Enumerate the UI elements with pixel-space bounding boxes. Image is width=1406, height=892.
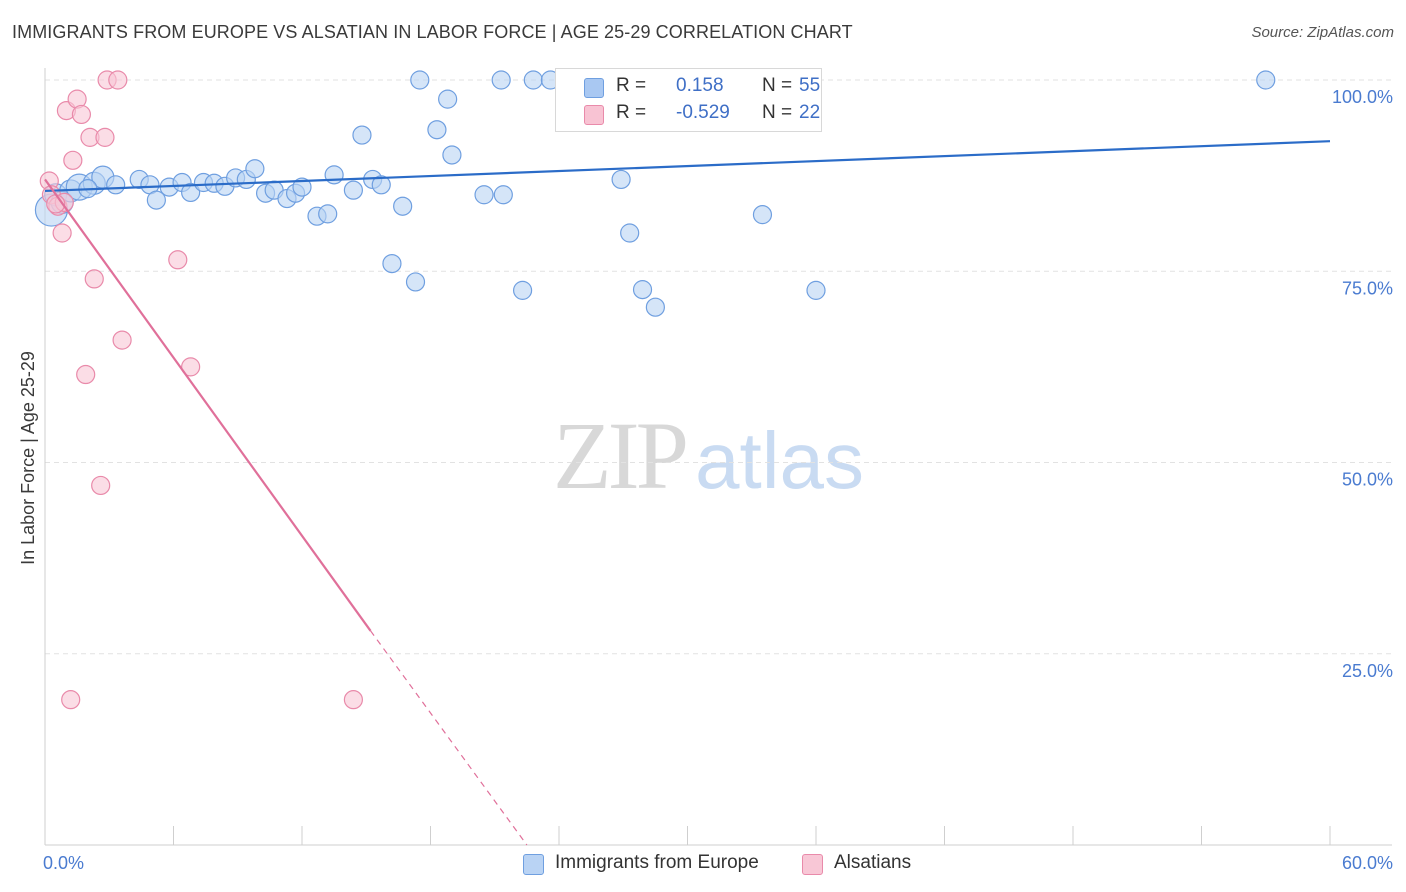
- point-europe: [438, 89, 458, 109]
- point-europe: [611, 169, 631, 190]
- point-europe: [181, 182, 201, 203]
- point-europe: [442, 145, 462, 165]
- label-layer: 100.0% 75.0% 50.0% 25.0% 0.0% 60.0%: [43, 87, 1393, 873]
- point-europe: [146, 190, 166, 210]
- point-europe: [427, 120, 447, 140]
- chart-title: IMMIGRANTS FROM EUROPE VS ALSATIAN IN LA…: [12, 22, 853, 42]
- point-europe: [318, 204, 338, 224]
- legend-r-value: -0.529: [676, 102, 730, 123]
- point-europe: [245, 159, 265, 179]
- trend-line-alsatian: [44, 178, 372, 632]
- point-europe: [106, 175, 126, 195]
- point-europe: [512, 280, 533, 300]
- point-alsatian: [76, 364, 96, 385]
- y-tick-label: 75.0%: [1342, 278, 1393, 298]
- watermark-atlas: atlas: [695, 416, 864, 505]
- point-europe: [491, 70, 511, 90]
- point-europe: [632, 280, 653, 300]
- point-europe: [752, 205, 773, 225]
- point-alsatian: [95, 127, 115, 147]
- point-alsatian: [181, 357, 201, 377]
- y-tick-label: 25.0%: [1342, 661, 1393, 681]
- legend-swatch-europe: [584, 78, 604, 98]
- point-europe: [292, 177, 312, 197]
- legend-r-label: R =: [616, 75, 647, 96]
- y-axis-label: In Labor Force | Age 25-29: [18, 351, 38, 565]
- watermark: ZIP atlas: [553, 400, 864, 511]
- legend-r-label: R =: [616, 102, 647, 123]
- point-europe: [382, 254, 402, 274]
- y-tick-label: 50.0%: [1342, 470, 1393, 490]
- bottom-legend-label-alsatian: Alsatians: [834, 852, 912, 873]
- point-alsatian: [168, 250, 188, 270]
- point-alsatian: [91, 475, 111, 496]
- point-europe: [324, 165, 344, 185]
- source-label: Source: ZipAtlas.com: [1251, 24, 1394, 41]
- point-alsatian: [52, 223, 72, 243]
- bottom-legend-swatch-alsatian: [802, 854, 823, 875]
- watermark-zip: ZIP: [553, 402, 689, 509]
- point-europe: [352, 125, 372, 145]
- legend-n-value: 55: [799, 75, 821, 96]
- legend-r-value: 0.158: [676, 75, 724, 96]
- legend-n-label: N =: [762, 102, 793, 123]
- trend-line-europe: [44, 140, 1331, 193]
- point-alsatian: [84, 269, 104, 289]
- point-europe: [523, 70, 543, 90]
- legend: R = 0.158 N = 55 R = -0.529 N = 22: [555, 68, 822, 132]
- point-alsatian: [108, 70, 128, 90]
- point-europe: [493, 185, 513, 205]
- point-europe: [393, 196, 413, 216]
- point-alsatian: [61, 690, 81, 710]
- trend-line-alsatian-extrapolated: [370, 630, 528, 846]
- trend-layer: [44, 140, 1331, 846]
- point-alsatian: [63, 150, 83, 170]
- point-europe: [474, 185, 494, 205]
- point-layer: [34, 70, 1276, 710]
- point-europe: [1256, 70, 1276, 90]
- point-alsatian: [343, 690, 363, 710]
- point-europe: [410, 70, 430, 90]
- point-europe: [620, 223, 640, 243]
- point-europe: [343, 180, 363, 200]
- point-europe: [645, 297, 665, 317]
- point-alsatian: [71, 104, 92, 125]
- bottom-legend-label-europe: Immigrants from Europe: [555, 852, 759, 873]
- y-tick-label: 100.0%: [1332, 87, 1393, 107]
- point-europe: [405, 272, 426, 292]
- bottom-legend-swatch-europe: [523, 854, 544, 875]
- legend-swatch-alsatian: [584, 105, 604, 125]
- legend-n-value: 22: [799, 102, 821, 123]
- legend-n-label: N =: [762, 75, 793, 96]
- x-tick-label: 60.0%: [1342, 853, 1393, 873]
- x-tick-label: 0.0%: [43, 853, 84, 873]
- point-europe: [806, 280, 826, 300]
- point-europe: [371, 175, 391, 195]
- point-alsatian: [112, 330, 132, 350]
